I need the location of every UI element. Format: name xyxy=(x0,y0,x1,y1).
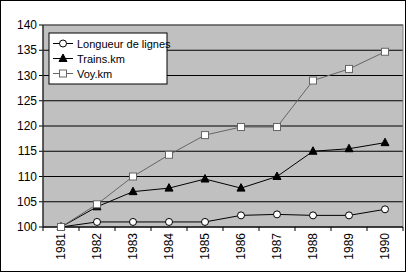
grid-line xyxy=(43,100,403,101)
x-tick xyxy=(295,227,296,231)
y-tick xyxy=(39,25,43,26)
y-tick xyxy=(39,75,43,76)
x-tick-label: 1982 xyxy=(90,233,104,260)
y-tick-label: 100 xyxy=(17,220,37,234)
data-point xyxy=(309,147,317,155)
x-tick xyxy=(115,227,116,231)
y-tick-label: 120 xyxy=(17,119,37,133)
data-point xyxy=(130,173,137,180)
x-tick xyxy=(43,227,44,231)
chart-frame xyxy=(1,1,406,272)
data-point xyxy=(238,124,245,131)
x-tick xyxy=(259,227,260,231)
data-point xyxy=(274,211,281,218)
grid-line xyxy=(43,176,403,177)
legend-label: Trains.km xyxy=(77,53,125,65)
series-line xyxy=(61,52,385,227)
legend: Longueur de lignes Trains.km Voy.km xyxy=(49,33,171,84)
legend-marker xyxy=(60,70,67,77)
data-point xyxy=(346,65,353,72)
data-point xyxy=(58,224,65,231)
y-tick xyxy=(39,227,43,228)
y-tick xyxy=(39,126,43,127)
legend-marker xyxy=(59,54,67,62)
series-line xyxy=(61,143,385,227)
y-tick xyxy=(39,50,43,51)
data-point xyxy=(274,124,281,131)
y-tick-label: 130 xyxy=(17,69,37,83)
data-point xyxy=(58,224,65,231)
grid-line xyxy=(43,126,403,127)
data-point xyxy=(201,175,209,183)
y-tick xyxy=(39,100,43,101)
data-point xyxy=(94,218,101,225)
x-tick-label: 1984 xyxy=(162,233,176,260)
data-point xyxy=(382,48,389,55)
series-line xyxy=(61,209,385,227)
y-tick-label: 140 xyxy=(17,18,37,32)
data-point xyxy=(238,212,245,219)
data-point xyxy=(166,151,173,158)
y-tick xyxy=(39,176,43,177)
data-point xyxy=(346,212,353,219)
x-tick-label: 1986 xyxy=(234,233,248,260)
x-tick-label: 1987 xyxy=(270,233,284,260)
x-tick xyxy=(79,227,80,231)
legend-label: Longueur de lignes xyxy=(77,38,171,50)
data-point xyxy=(94,201,101,208)
data-point xyxy=(310,212,317,219)
data-point xyxy=(382,206,389,213)
plot-frame xyxy=(43,25,403,227)
data-point xyxy=(202,218,209,225)
x-tick xyxy=(367,227,368,231)
x-tick-label: 1983 xyxy=(126,233,140,260)
data-point xyxy=(165,184,173,192)
y-tick xyxy=(39,151,43,152)
y-tick-label: 135 xyxy=(17,43,37,57)
x-tick-label: 1981 xyxy=(54,233,68,260)
x-tick xyxy=(331,227,332,231)
y-tick-label: 110 xyxy=(18,170,37,184)
data-point xyxy=(310,77,317,84)
data-point xyxy=(381,138,389,146)
y-tick xyxy=(39,201,43,202)
x-tick xyxy=(187,227,188,231)
data-point xyxy=(202,132,209,139)
plot-background xyxy=(43,25,403,227)
x-tick-label: 1985 xyxy=(198,233,212,260)
y-tick-label: 105 xyxy=(17,195,37,209)
y-axis xyxy=(43,25,44,227)
x-tick xyxy=(403,227,404,231)
x-tick-label: 1989 xyxy=(342,233,356,260)
x-tick xyxy=(223,227,224,231)
x-tick-label: 1990 xyxy=(378,233,392,260)
data-point xyxy=(345,144,353,152)
legend-label: Voy.km xyxy=(77,68,112,80)
data-point xyxy=(129,187,137,195)
data-point xyxy=(130,218,137,225)
data-point xyxy=(57,223,65,231)
x-tick xyxy=(151,227,152,231)
plot-data xyxy=(57,48,389,230)
y-tick-label: 125 xyxy=(17,94,37,108)
data-point xyxy=(273,172,281,180)
legend-marker xyxy=(60,40,67,47)
data-point xyxy=(237,184,245,192)
x-tick-label: 1988 xyxy=(306,233,320,260)
y-tick-label: 115 xyxy=(18,144,37,158)
data-point xyxy=(166,218,173,225)
